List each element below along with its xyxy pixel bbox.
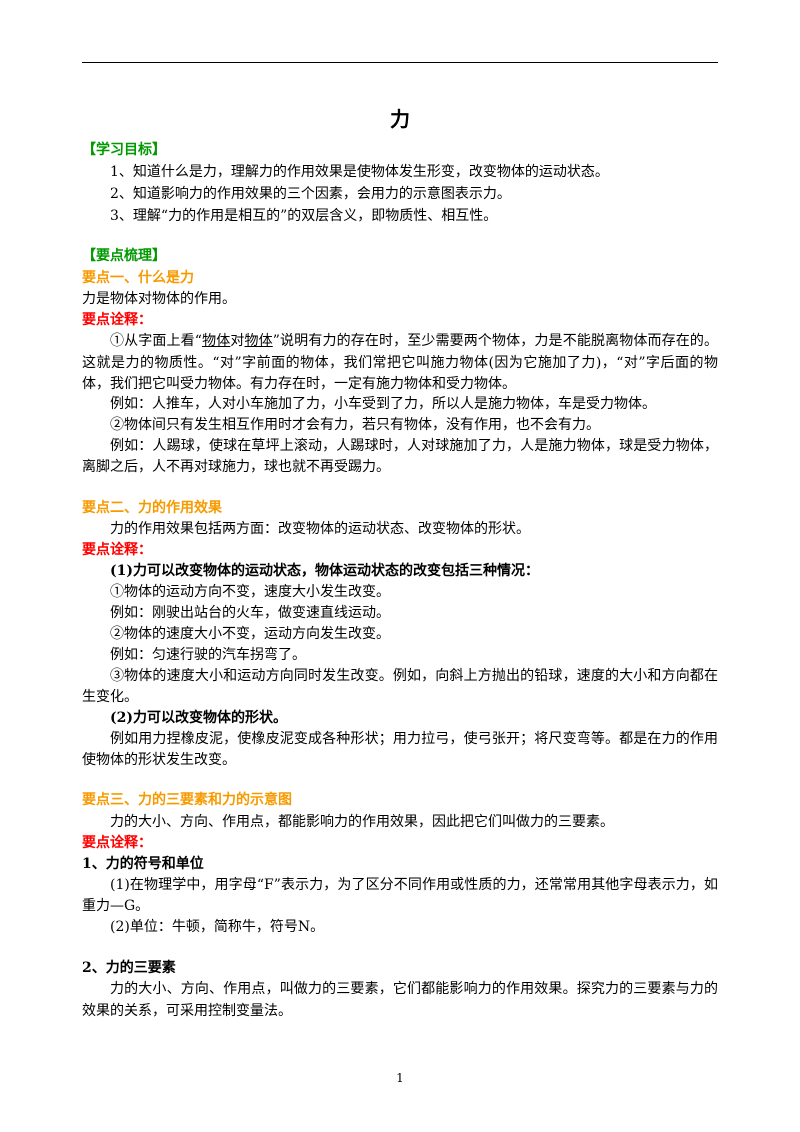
heading: 【要点梳理】 [82,248,166,264]
text-run: 对 [230,333,245,349]
text-line: (2)力可以改变物体的形状。 [110,710,287,726]
subheading: 要点二、力的作用效果 [82,500,222,516]
doc-title: 力 [390,107,410,131]
text-line: 2、力的三要素 [82,960,176,976]
text-line: ②物体的速度大小不变，运动方向发生改变。 [110,626,390,642]
subheading: 要点一、什么是力 [82,270,194,286]
text-line: 力是物体对物体的作用。 [82,291,236,307]
text-line: 生变化。 [82,689,138,705]
underlined-run: 物体 [201,333,231,349]
text-line: (2)单位：牛顿，简称牛，符号N。 [110,919,325,935]
text-line: (1)力可以改变物体的运动状态，物体运动状态的改变包括三种情况： [110,563,539,579]
text-line: 效果的关系，可采用控制变量法。 [82,1003,292,1019]
text-line: 例如：匀速行驶的汽车拐弯了。 [110,647,306,663]
text-line: (1)在物理学中，用字母“F”表示力，为了区分不同作用或性质的力，还常常用其他字… [110,877,718,893]
text-line: ①物体的运动方向不变，速度大小发生改变。 [110,584,390,600]
note-label: 要点诠释： [82,312,152,328]
heading: 【学习目标】 [82,142,166,158]
text-line: 1、知道什么是力，理解力的作用效果是使物体发生形变，改变物体的运动状态。 [110,164,609,180]
underlined-run: 物体 [244,333,273,349]
subheading: 要点三、力的三要素和力的示意图 [82,792,292,808]
text-line: 2、知道影响力的作用效果的三个因素，会用力的示意图表示力。 [110,186,511,202]
text-line: 离脚之后，人不再对球施力，球也就不再受踢力。 [82,459,390,475]
text-line: 力的大小、方向、作用点，叫做力的三要素，它们都能影响力的作用效果。探究力的三要素… [110,981,718,997]
text-line: 使物体的形状发生改变。 [82,752,236,768]
text-line: 例如：刚驶出站台的火车，做变速直线运动。 [110,605,390,621]
text-line: 例如：人推车，人对小车施加了力，小车受到了力，所以人是施力物体，车是受力物体。 [110,396,656,412]
text-line: 力的作用效果包括两方面：改变物体的运动状态、改变物体的形状。 [110,521,530,537]
text-run: ”说明有力的存在时，至少需要两个物体，力是不能脱离物体而存在的。 [272,333,718,349]
page-number: 1 [396,1071,404,1085]
note-label: 要点诠释： [82,835,152,851]
text-line: 例如：人踢球，使球在草坪上滚动，人踢球时，人对球施加了力，人是施力物体，球是受力… [110,438,718,454]
text-line: 3、理解“力的作用是相互的”的双层含义，即物质性、相互性。 [110,208,498,224]
text-line: ③物体的速度大小和运动方向同时发生改变。例如，向斜上方抛出的铅球，速度的大小和方… [110,668,718,684]
text-line: 这就是力的物质性。“对”字前面的物体，我们常把它叫施力物体(因为它施加了力)，“… [82,355,718,371]
text-line: 1、力的符号和单位 [82,856,204,872]
text-line: 例如用力捏橡皮泥，使橡皮泥变成各种形状；用力拉弓，使弓张开；将尺变弯等。都是在力… [110,731,718,747]
text-line: ①从字面上看“物体对物体”说明有力的存在时，至少需要两个物体，力是不能脱离物体而… [110,330,718,352]
text-run: ①从字面上看“ [110,333,202,349]
note-label: 要点诠释： [82,542,152,558]
text-line: 重力—G。 [82,898,150,914]
text-line: ②物体间只有发生相互作用时才会有力，若只有物体，没有作用，也不会有力。 [110,417,600,433]
text-line: 体，我们把它叫受力物体。有力存在时，一定有施力物体和受力物体。 [82,376,516,392]
top-rule [82,62,718,63]
text-line: 力的大小、方向、作用点，都能影响力的作用效果，因此把它们叫做力的三要素。 [110,814,614,830]
